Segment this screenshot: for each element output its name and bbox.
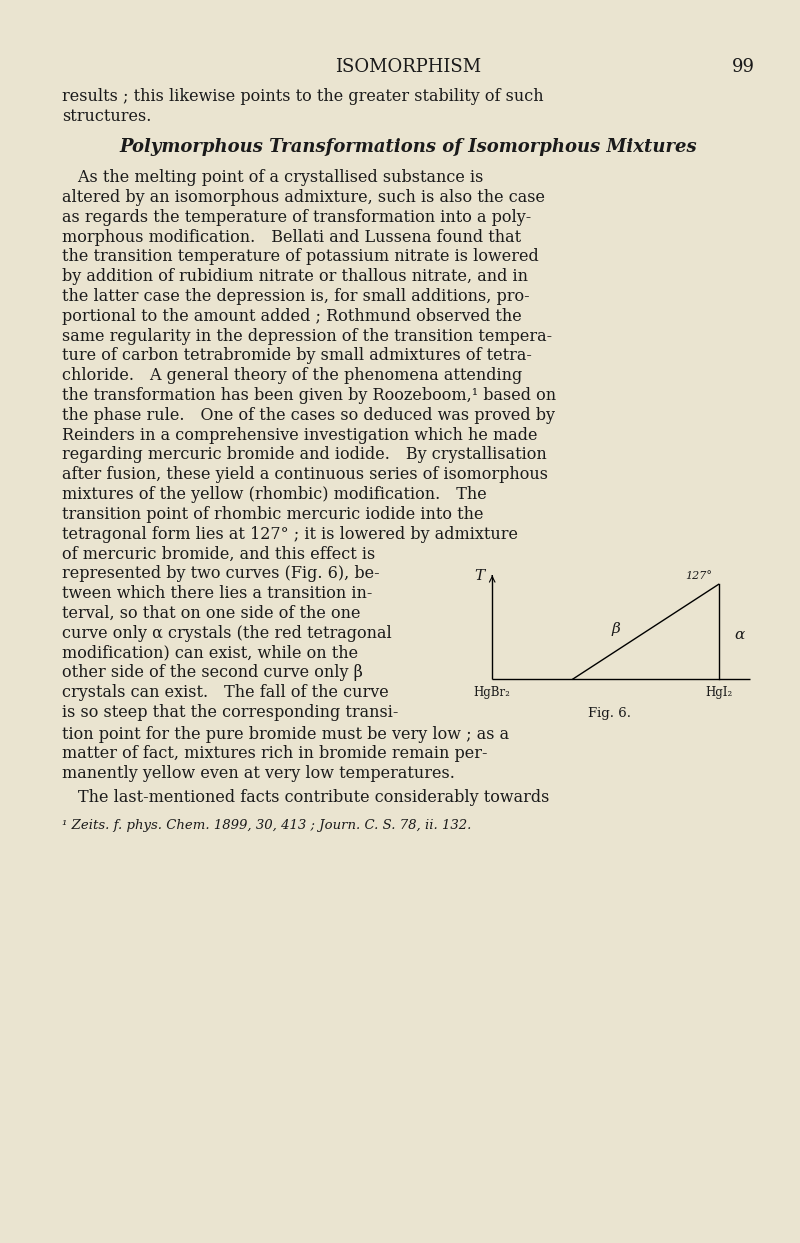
- Text: by addition of rubidium nitrate or thallous nitrate, and in: by addition of rubidium nitrate or thall…: [62, 268, 528, 285]
- Text: altered by an isomorphous admixture, such is also the case: altered by an isomorphous admixture, suc…: [62, 189, 545, 206]
- Text: terval, so that on one side of the one: terval, so that on one side of the one: [62, 605, 361, 622]
- Text: manently yellow even at very low temperatures.: manently yellow even at very low tempera…: [62, 766, 455, 782]
- Text: ISOMORPHISM: ISOMORPHISM: [335, 58, 482, 76]
- Text: Reinders in a comprehensive investigation which he made: Reinders in a comprehensive investigatio…: [62, 426, 538, 444]
- Text: same regularity in the depression of the transition tempera-: same regularity in the depression of the…: [62, 328, 552, 344]
- Text: mixtures of the yellow (rhombic) modification. The: mixtures of the yellow (rhombic) modific…: [62, 486, 486, 503]
- Text: the transition temperature of potassium nitrate is lowered: the transition temperature of potassium …: [62, 249, 538, 265]
- Text: is so steep that the corresponding transi-: is so steep that the corresponding trans…: [62, 704, 398, 721]
- Text: 127°: 127°: [686, 571, 712, 580]
- Text: after fusion, these yield a continuous series of isomorphous: after fusion, these yield a continuous s…: [62, 466, 548, 484]
- Text: tion point for the pure bromide must be very low ; as a: tion point for the pure bromide must be …: [62, 726, 509, 742]
- Text: T: T: [474, 569, 485, 583]
- Text: tetragonal form lies at 127° ; it is lowered by admixture: tetragonal form lies at 127° ; it is low…: [62, 526, 518, 543]
- Text: HgBr₂: HgBr₂: [474, 686, 510, 700]
- Text: represented by two curves (Fig. 6), be-: represented by two curves (Fig. 6), be-: [62, 566, 380, 582]
- Text: α: α: [734, 628, 744, 643]
- Text: the phase rule. One of the cases so deduced was proved by: the phase rule. One of the cases so dedu…: [62, 406, 555, 424]
- Text: Fig. 6.: Fig. 6.: [589, 706, 631, 720]
- Text: morphous modification. Bellati and Lussena found that: morphous modification. Bellati and Lusse…: [62, 229, 521, 246]
- Text: as regards the temperature of transformation into a poly-: as regards the temperature of transforma…: [62, 209, 531, 226]
- Text: curve only α crystals (the red tetragonal: curve only α crystals (the red tetragona…: [62, 624, 392, 641]
- Text: tween which there lies a transition in-: tween which there lies a transition in-: [62, 585, 372, 602]
- Text: ture of carbon tetrabromide by small admixtures of tetra-: ture of carbon tetrabromide by small adm…: [62, 347, 532, 364]
- Text: HgI₂: HgI₂: [705, 686, 732, 700]
- Text: As the melting point of a crystallised substance is: As the melting point of a crystallised s…: [62, 169, 483, 186]
- Text: The last-mentioned facts contribute considerably towards: The last-mentioned facts contribute cons…: [62, 789, 550, 805]
- Text: structures.: structures.: [62, 108, 151, 124]
- Text: the latter case the depression is, for small additions, pro-: the latter case the depression is, for s…: [62, 288, 530, 305]
- Text: regarding mercuric bromide and iodide. By crystallisation: regarding mercuric bromide and iodide. B…: [62, 446, 546, 464]
- Text: results ; this likewise points to the greater stability of such: results ; this likewise points to the gr…: [62, 88, 544, 104]
- Text: 99: 99: [732, 58, 755, 76]
- Text: Polymorphous Transformations of Isomorphous Mixtures: Polymorphous Transformations of Isomorph…: [120, 138, 698, 155]
- Text: of mercuric bromide, and this effect is: of mercuric bromide, and this effect is: [62, 546, 375, 562]
- Text: β: β: [612, 623, 621, 636]
- Text: chloride. A general theory of the phenomena attending: chloride. A general theory of the phenom…: [62, 367, 522, 384]
- Text: matter of fact, mixtures rich in bromide remain per-: matter of fact, mixtures rich in bromide…: [62, 746, 487, 762]
- Text: modification) can exist, while on the: modification) can exist, while on the: [62, 644, 358, 661]
- Text: crystals can exist. The fall of the curve: crystals can exist. The fall of the curv…: [62, 684, 389, 701]
- Text: ¹ Zeits. f. phys. Chem. 1899, 30, 413 ; Journ. C. S. 78, ii. 132.: ¹ Zeits. f. phys. Chem. 1899, 30, 413 ; …: [62, 819, 471, 832]
- Text: transition point of rhombic mercuric iodide into the: transition point of rhombic mercuric iod…: [62, 506, 483, 523]
- Text: the transformation has been given by Roozeboom,¹ based on: the transformation has been given by Roo…: [62, 387, 556, 404]
- Text: portional to the amount added ; Rothmund observed the: portional to the amount added ; Rothmund…: [62, 308, 522, 324]
- Text: other side of the second curve only β: other side of the second curve only β: [62, 664, 363, 681]
